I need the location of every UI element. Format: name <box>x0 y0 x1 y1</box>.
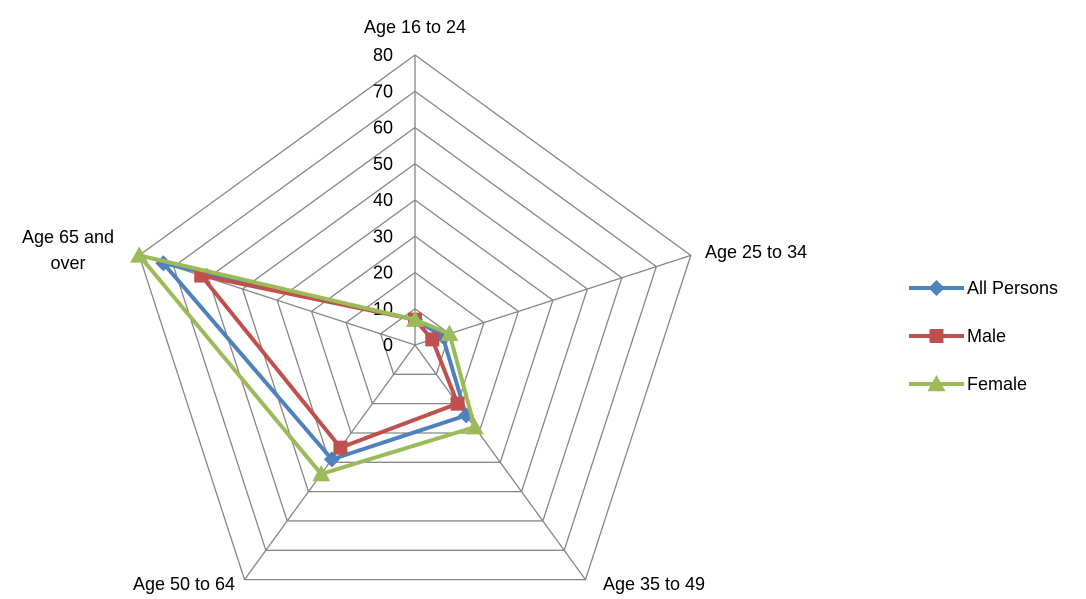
data-point <box>465 418 484 435</box>
data-point <box>323 451 340 468</box>
grid-ring-70 <box>172 90 658 551</box>
legend-label: Male <box>967 326 1006 346</box>
tick-label: 60 <box>373 118 393 138</box>
category-label: Age 25 to 34 <box>705 242 807 262</box>
tick-label: 70 <box>373 81 393 101</box>
data-point <box>333 440 348 455</box>
category-label: Age 50 to 64 <box>133 574 235 594</box>
grid-ring-80 <box>138 54 692 581</box>
legend-marker <box>928 280 945 296</box>
spoke-2 <box>414 344 586 580</box>
category-label: Age 16 to 24 <box>364 17 466 37</box>
category-labels: Age 16 to 24 Age 25 to 34 Age 35 to 49 Age … <box>22 17 807 594</box>
tick-label: 0 <box>383 335 393 355</box>
grid-ring-40 <box>276 199 554 463</box>
series-female <box>130 246 484 482</box>
category-label: Age 35 to 49 <box>603 574 705 594</box>
data-point <box>406 310 424 327</box>
grid-ring-50 <box>241 162 589 493</box>
legend: All Persons Male Female <box>909 278 1058 394</box>
data-point <box>450 396 465 411</box>
tick-label: 50 <box>373 154 393 174</box>
radar-grid <box>138 54 692 581</box>
data-point <box>312 465 331 482</box>
legend-marker <box>927 375 946 392</box>
series-line <box>161 261 469 462</box>
category-label: Age 65 and over <box>22 227 114 273</box>
data-point <box>440 324 459 341</box>
legend-item: Female <box>909 374 1027 394</box>
legend-item: Male <box>909 326 1006 346</box>
series-line <box>137 253 477 477</box>
legend-marker <box>929 329 944 343</box>
tick-label: 80 <box>373 45 393 65</box>
data-point <box>425 332 440 347</box>
spoke-1 <box>414 254 692 346</box>
tick-label: 30 <box>373 226 393 246</box>
data-point <box>130 246 149 263</box>
legend-label: Female <box>967 374 1027 394</box>
legend-item: All Persons <box>909 278 1058 298</box>
legend-label: All Persons <box>967 278 1058 298</box>
grid-ring-60 <box>207 126 623 522</box>
grid-ring-20 <box>345 271 485 405</box>
tick-label: 20 <box>373 263 393 283</box>
tick-label: 40 <box>373 190 393 210</box>
series-male <box>194 268 465 455</box>
series-layer <box>130 246 484 482</box>
spoke-4 <box>138 254 416 346</box>
